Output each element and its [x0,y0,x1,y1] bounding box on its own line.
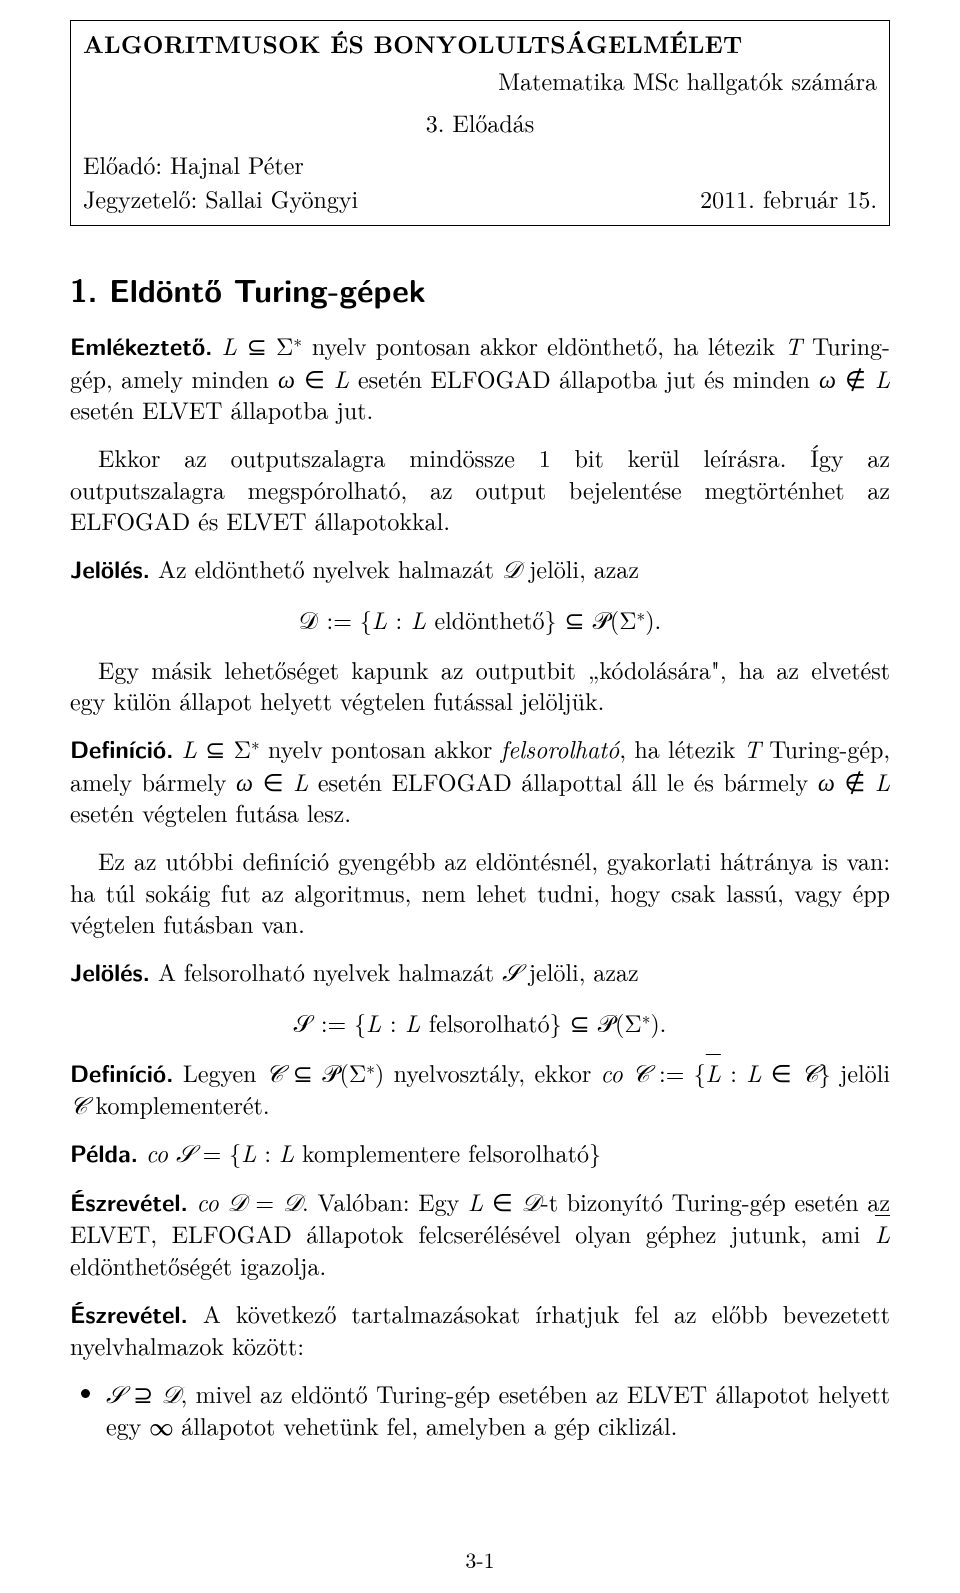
section-heading: 1. Eldöntő Turing-gépek [70,266,890,312]
jel2-body: A felsorolható nyelvek halmazát 𝒮 jelöli… [150,954,639,988]
label-eszrevetel-2: Észrevétel. [70,1297,188,1331]
section-title: Eldöntő Turing-gépek [109,266,426,312]
para-2: Ekkor az outputszalagra mindössze 1 bit … [70,442,890,537]
bullet-1: 𝒮 ⊇ 𝒟, mivel az eldöntő Turing-gép eseté… [106,1378,890,1441]
header-date: 2011. február 15. [700,181,877,215]
page: ALGORITMUSOK ÉS BONYOLULTSÁGELMÉLET Mate… [0,0,960,1593]
para-emlekezteto: Emlékeztető. L ⊆ Σ∗ nyelv pontosan akkor… [70,330,890,426]
para-4: Ez az utóbbi definíció gyengébb az eldön… [70,845,890,940]
para-pelda: Példa. co 𝒮 = {L : L komplementere felso… [70,1137,890,1170]
display-S: 𝒮 := {L : L felsorolható} ⊆ 𝒫(Σ∗). [70,1005,890,1039]
para-jeloles-2: Jelölés. A felsorolható nyelvek halmazát… [70,956,890,989]
course-subtitle: Matematika MSc hallgatók számára [83,63,877,97]
pelda-body: co 𝒮 = {L : L komplementere felsorolható… [138,1135,601,1169]
def2-body: Legyen 𝒞 ⊆ 𝒫(Σ∗) nyelvosztály, ekkor co … [70,1055,890,1122]
header-meta-row: Előadó: Hajnal Péter Jegyzetelő: Sallai … [83,147,877,215]
section-number: 1. [70,266,97,312]
noter: Jegyzetelő: Sallai Gyöngyi [83,181,358,215]
para-eszrevetel-1: Észrevétel. co 𝒟 = 𝒟. Valóban: Egy L ∈ 𝒟… [70,1186,890,1282]
bullet-list: 𝒮 ⊇ 𝒟, mivel az eldöntő Turing-gép eseté… [106,1378,890,1441]
para-def-2: Definíció. Legyen 𝒞 ⊆ 𝒫(Σ∗) nyelvosztály… [70,1057,890,1121]
label-jeloles-2: Jelölés. [70,955,150,989]
header-left: Előadó: Hajnal Péter Jegyzetelő: Sallai … [83,147,358,215]
label-def-2: Definíció. [70,1056,173,1090]
label-emlekezteto: Emlékeztető. [70,329,213,363]
eszr2-body: A következő tartalmazásokat írhatjuk fel… [70,1296,890,1363]
para-eszrevetel-2: Észrevétel. A következő tartalmazásokat … [70,1298,890,1362]
page-number: 3-1 [0,1544,960,1575]
display-D: 𝒟 := {L : L eldönthető} ⊆ 𝒫(Σ∗). [70,602,890,636]
label-def-1: Definíció. [70,732,173,766]
def1-body: L ⊆ Σ∗ nyelv pontosan akkor felsorolható… [70,731,890,829]
header-box: ALGORITMUSOK ÉS BONYOLULTSÁGELMÉLET Mate… [70,20,890,226]
label-eszrevetel-1: Észrevétel. [70,1185,188,1219]
course-title: ALGORITMUSOK ÉS BONYOLULTSÁGELMÉLET [83,27,877,61]
presenter: Előadó: Hajnal Péter [83,147,358,181]
label-jeloles-1: Jelölés. [70,552,150,586]
jel1-body: Az eldönthető nyelvek halmazát 𝒟 jelöli,… [150,551,639,585]
lecture-number: 3. Előadás [83,105,877,139]
para-3: Egy másik lehetőséget kapunk az outputbi… [70,654,890,717]
para-jeloles-1: Jelölés. Az eldönthető nyelvek halmazát … [70,553,890,586]
para-def-1: Definíció. L ⊆ Σ∗ nyelv pontosan akkor f… [70,733,890,829]
label-pelda: Példa. [70,1136,138,1170]
eszr1-body: co 𝒟 = 𝒟. Valóban: Egy L ∈ 𝒟-t bizonyító… [70,1184,890,1282]
